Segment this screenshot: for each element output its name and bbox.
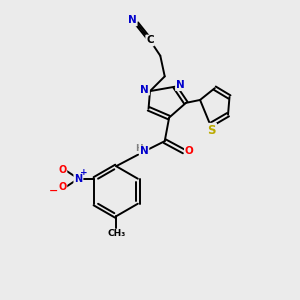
Text: C: C	[146, 35, 154, 46]
Text: S: S	[208, 124, 216, 137]
Text: O: O	[185, 146, 194, 157]
Text: N: N	[140, 146, 148, 157]
Text: −: −	[49, 185, 58, 196]
Text: +: +	[80, 168, 88, 177]
Text: N: N	[140, 85, 149, 94]
Text: H: H	[135, 144, 142, 153]
Text: CH₃: CH₃	[107, 230, 125, 238]
Text: N: N	[176, 80, 185, 90]
Text: N: N	[128, 15, 137, 26]
Text: O: O	[58, 166, 67, 176]
Text: N: N	[74, 174, 82, 184]
Text: O: O	[58, 182, 67, 192]
